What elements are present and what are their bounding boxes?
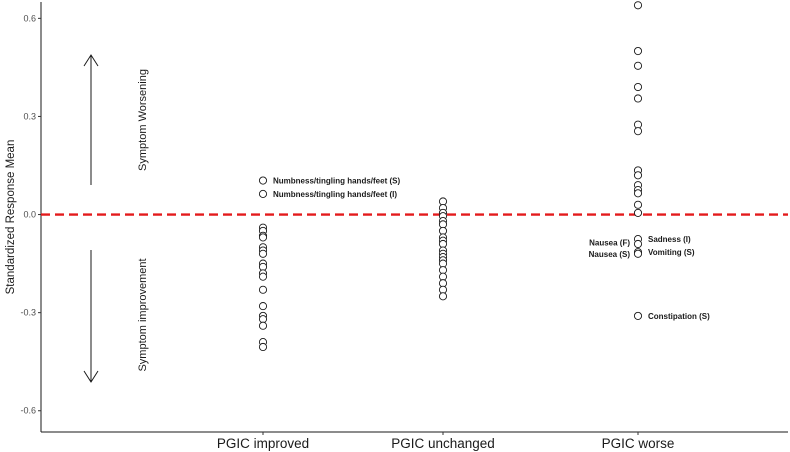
data-point bbox=[258, 233, 268, 242]
point-annotation: Numbness/tingling hands/feet (I) bbox=[273, 190, 397, 199]
y-axis: 0.6 0.3 0.0 -0.3 -0.6 bbox=[20, 2, 42, 432]
symptom-worsening-label: Symptom Worsening bbox=[137, 69, 149, 171]
data-point bbox=[633, 189, 643, 198]
point-annotation: Vomiting (S) bbox=[648, 248, 695, 257]
y-tick-label: 0.6 bbox=[23, 13, 36, 23]
data-point bbox=[258, 189, 268, 198]
data-point bbox=[633, 249, 643, 258]
symptom-direction-arrows: Symptom Worsening Symptom improvement bbox=[83, 54, 149, 383]
data-point bbox=[258, 321, 268, 330]
data-point bbox=[258, 272, 268, 281]
data-point bbox=[633, 127, 643, 136]
data-point bbox=[258, 176, 268, 185]
data-point bbox=[633, 61, 643, 70]
symptom-improvement-label: Symptom improvement bbox=[137, 258, 149, 371]
data-point bbox=[258, 249, 268, 258]
data-point bbox=[633, 208, 643, 217]
arrow-up-head bbox=[83, 54, 99, 67]
arrow-down-head bbox=[83, 370, 99, 383]
data-point bbox=[633, 239, 643, 249]
point-annotation: Sadness (I) bbox=[648, 235, 691, 244]
data-point bbox=[633, 46, 643, 56]
y-tick-label: -0.3 bbox=[20, 308, 36, 318]
data-point bbox=[633, 171, 643, 180]
data-point bbox=[258, 302, 268, 311]
y-tick-label: 0.0 bbox=[23, 210, 36, 220]
data-point bbox=[258, 285, 268, 294]
data-point bbox=[633, 94, 643, 103]
x-category-label: PGIC worse bbox=[602, 436, 675, 451]
point-annotations: Numbness/tingling hands/feet (S) Numbness… bbox=[273, 177, 710, 321]
data-point bbox=[633, 311, 643, 320]
y-tick-label: -0.6 bbox=[20, 406, 36, 416]
point-annotation: Nausea (F) bbox=[589, 238, 630, 247]
data-point bbox=[258, 342, 268, 352]
y-axis-title: Standardized Response Mean bbox=[5, 140, 17, 295]
point-annotation: Nausea (S) bbox=[589, 250, 631, 259]
data-point bbox=[438, 292, 448, 301]
x-axis: PGIC improved PGIC unchanged PGIC worse bbox=[41, 431, 788, 451]
data-point bbox=[633, 200, 643, 209]
data-points bbox=[258, 1, 643, 352]
point-annotation: Numbness/tingling hands/feet (S) bbox=[273, 177, 400, 186]
data-point bbox=[633, 1, 643, 10]
x-category-label: PGIC improved bbox=[217, 436, 309, 451]
x-category-label: PGIC unchanged bbox=[391, 436, 495, 451]
data-point bbox=[633, 82, 643, 92]
point-annotation: Constipation (S) bbox=[648, 312, 710, 321]
y-tick-label: 0.3 bbox=[23, 111, 36, 121]
